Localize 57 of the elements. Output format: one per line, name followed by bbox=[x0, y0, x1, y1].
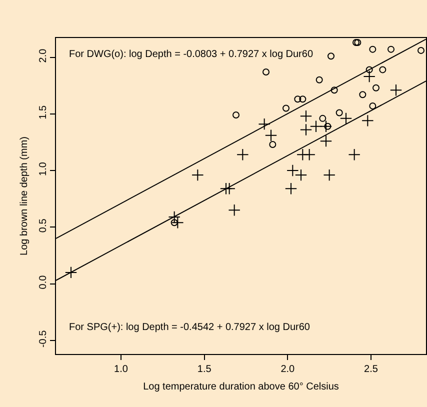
point bbox=[316, 76, 323, 84]
point bbox=[294, 96, 302, 103]
point bbox=[328, 52, 334, 60]
x-tick-label: 2.5 bbox=[364, 364, 378, 375]
point bbox=[363, 70, 376, 83]
point bbox=[362, 114, 374, 127]
point bbox=[354, 39, 362, 46]
point bbox=[320, 134, 332, 148]
point bbox=[359, 91, 366, 98]
y-tick-label: 0.0 bbox=[38, 274, 49, 290]
point bbox=[236, 148, 249, 161]
point bbox=[340, 112, 352, 125]
y-tick-label: 0.5 bbox=[38, 218, 49, 233]
point bbox=[192, 168, 204, 182]
point bbox=[330, 86, 338, 94]
point bbox=[352, 39, 360, 46]
x-tick-label: 1.5 bbox=[197, 364, 212, 375]
y-tick-label: 1.0 bbox=[38, 162, 49, 176]
x-axis-title: Log temperature duration above 60° Celsius bbox=[143, 382, 339, 392]
point bbox=[300, 124, 312, 136]
point bbox=[388, 46, 394, 53]
point bbox=[323, 168, 336, 182]
point bbox=[390, 84, 402, 96]
point bbox=[372, 84, 380, 92]
y-tick-label: 2.0 bbox=[38, 48, 49, 63]
point bbox=[262, 68, 270, 76]
point bbox=[418, 46, 424, 54]
point bbox=[299, 96, 306, 103]
point bbox=[379, 66, 386, 74]
point bbox=[284, 182, 298, 195]
point bbox=[232, 112, 240, 119]
point bbox=[228, 204, 240, 216]
point bbox=[258, 118, 270, 130]
point bbox=[320, 120, 332, 132]
point bbox=[369, 46, 376, 53]
x-tick-label: 1.0 bbox=[114, 364, 128, 375]
point bbox=[369, 102, 376, 110]
point bbox=[310, 120, 322, 132]
point bbox=[300, 110, 312, 122]
annotation: For SPG(+): log Depth = -0.4542 + 0.7927 x log Dur60 bbox=[69, 322, 310, 333]
point bbox=[303, 148, 316, 161]
x-tick-label: 2.0 bbox=[280, 364, 296, 375]
annotation: For DWG(o): log Depth = -0.0803 + 0.7927 x log Dur60 bbox=[69, 49, 314, 60]
point bbox=[348, 148, 360, 161]
point bbox=[282, 104, 290, 112]
point bbox=[223, 182, 236, 195]
point bbox=[319, 114, 326, 122]
y-tick-label: -0.5 bbox=[38, 330, 49, 348]
point bbox=[324, 122, 332, 130]
point bbox=[264, 129, 278, 142]
y-tick-label: 1.5 bbox=[38, 105, 49, 120]
y-axis-title: Log brown line depth (mm) bbox=[19, 136, 30, 256]
point bbox=[336, 109, 343, 116]
point bbox=[269, 140, 276, 148]
point bbox=[170, 219, 178, 226]
point bbox=[366, 66, 373, 74]
point bbox=[64, 266, 78, 279]
